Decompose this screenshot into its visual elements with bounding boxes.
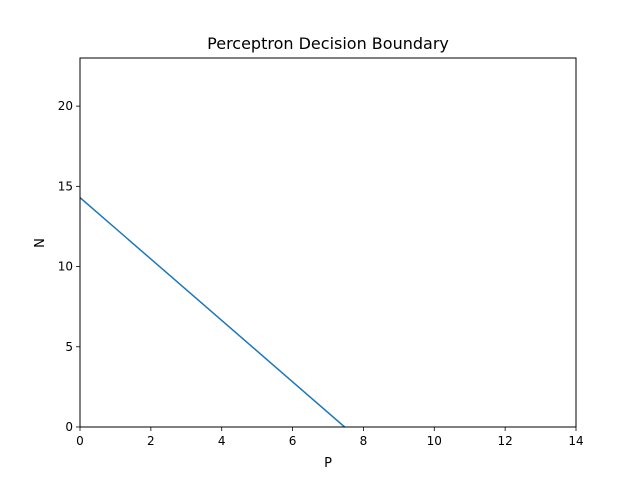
y-tick-label: 15 (58, 179, 73, 193)
plot-area (80, 197, 346, 427)
y-tick-label: 0 (65, 420, 73, 434)
x-tick-label: 2 (147, 434, 155, 448)
y-axis-ticks: 0 5 10 15 20 (58, 99, 80, 434)
y-axis-label: N (33, 238, 48, 248)
chart-title: Perceptron Decision Boundary (207, 34, 449, 53)
y-tick-label: 5 (65, 340, 73, 354)
x-tick-label: 6 (289, 434, 297, 448)
x-axis-label: P (324, 456, 332, 471)
axes-frame (79, 57, 577, 428)
decision-boundary-line (80, 197, 346, 427)
x-axis-ticks: 0 2 4 6 8 10 12 14 (76, 427, 584, 448)
x-tick-label: 0 (76, 434, 84, 448)
x-tick-label: 12 (498, 434, 513, 448)
x-tick-label: 4 (218, 434, 226, 448)
y-tick-label: 20 (58, 99, 73, 113)
y-tick-label: 10 (58, 260, 73, 274)
x-tick-label: 8 (360, 434, 368, 448)
x-tick-label: 10 (427, 434, 442, 448)
x-tick-label: 14 (568, 434, 583, 448)
